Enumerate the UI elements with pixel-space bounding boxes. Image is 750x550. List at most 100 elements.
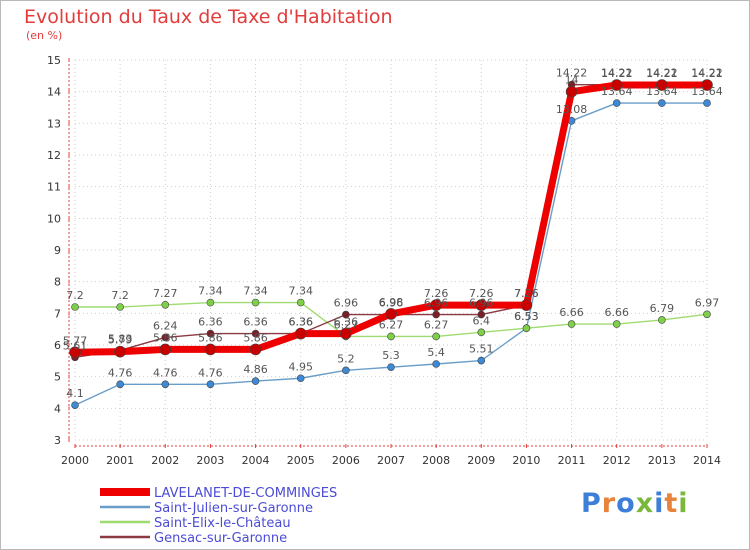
data-point-saint-elix-le-ch-teau (387, 332, 395, 341)
data-point-saint-elix-le-ch-teau (296, 298, 305, 307)
data-label-saint-elix-le-ch-teau: 6.53 (514, 310, 539, 323)
data-label-saint-elix-le-ch-teau: 7.2 (111, 289, 129, 302)
legend: LAVELANET-DE-COMMINGESSaint-Julien-sur-G… (100, 486, 337, 546)
data-label-saint-julien-sur-garonne: 5.3 (382, 349, 400, 362)
data-label-saint-julien-sur-garonne: 13.64 (601, 85, 633, 98)
data-label-lavelanet-de-comminges: 14.21 (691, 67, 723, 80)
data-label-saint-elix-le-ch-teau: 6.66 (559, 306, 584, 319)
proxiti-logo: Proxiti (581, 488, 689, 519)
data-point-lavelanet-de-comminges (565, 85, 578, 98)
series-layer (69, 79, 713, 409)
logo-letter: o (616, 488, 636, 519)
data-point-gensac-sur-garonne (477, 310, 486, 319)
data-label-lavelanet-de-comminges: 5.86 (243, 331, 268, 344)
x-tick-label: 2007 (377, 454, 405, 467)
x-tick-label: 2009 (467, 454, 495, 467)
data-point-saint-julien-sur-garonne (703, 99, 711, 107)
chart-subtitle: (en %) (26, 29, 63, 42)
grid-lines (74, 59, 708, 441)
data-point-saint-elix-le-ch-teau (522, 324, 531, 333)
data-label-gensac-sur-garonne: 6.36 (288, 316, 313, 329)
data-point-lavelanet-de-comminges (520, 299, 533, 311)
data-labels-layer: 4.1 4.76 4.76 4.76 4.86 4.95 5.2 5.3 5.4 5.51 6.53… (63, 67, 723, 400)
data-point-saint-elix-le-ch-teau (567, 320, 576, 328)
y-tick-label: 13 (47, 117, 61, 130)
data-label-lavelanet-de-comminges: 14 (565, 74, 579, 87)
data-point-lavelanet-de-comminges (385, 308, 397, 320)
data-point-saint-julien-sur-garonne (251, 377, 260, 385)
y-tick-label: 3 (54, 434, 61, 447)
data-label-gensac-sur-garonne: 5.61 (63, 339, 88, 352)
data-point-saint-julien-sur-garonne (342, 366, 350, 375)
y-tick-label: 4 (54, 402, 61, 415)
data-point-saint-julien-sur-garonne (387, 363, 395, 371)
x-tick-label: 2013 (648, 454, 676, 467)
x-tick-label: 2014 (693, 454, 721, 467)
x-tick-label: 2005 (287, 454, 315, 467)
logo-letter: i (654, 488, 665, 519)
data-point-saint-elix-le-ch-teau (71, 303, 79, 311)
logo-letter: P (581, 488, 602, 519)
data-label-lavelanet-de-comminges: 14.21 (646, 67, 678, 80)
data-point-saint-elix-le-ch-teau (612, 320, 621, 328)
data-label-gensac-sur-garonne: 14.22 (691, 67, 723, 80)
x-tick-label: 2012 (603, 454, 631, 467)
logo-letter: x (635, 488, 655, 519)
data-point-gensac-sur-garonne (342, 310, 350, 319)
data-label-saint-elix-le-ch-teau: 6.4 (473, 314, 491, 327)
y-tick-label: 12 (47, 149, 61, 162)
data-label-saint-elix-le-ch-teau: 6.97 (695, 296, 720, 309)
data-label-gensac-sur-garonne: 6.24 (153, 319, 178, 332)
data-point-gensac-sur-garonne (251, 329, 260, 338)
data-point-saint-julien-sur-garonne (612, 99, 621, 107)
y-tick-label: 7 (54, 307, 61, 320)
data-label-saint-julien-sur-garonne: 4.1 (66, 387, 84, 400)
legend-label-gensac-sur-garonne: Gensac-sur-Garonne (154, 531, 287, 546)
data-point-saint-elix-le-ch-teau (658, 316, 666, 324)
data-point-lavelanet-de-comminges (610, 79, 623, 91)
data-label-saint-julien-sur-garonne: 6.53 (514, 310, 539, 323)
axes: 3 4 5 6 7 8 9 10 11 12 13 14 15 2000 2001 2002 2003 2004 2… (47, 54, 721, 467)
y-tick-label: 11 (47, 181, 61, 194)
data-point-saint-elix-le-ch-teau (477, 328, 486, 337)
data-label-gensac-sur-garonne: 6.96 (469, 297, 494, 310)
x-tick-label: 2000 (61, 454, 89, 467)
data-label-saint-elix-le-ch-teau: 6.27 (379, 318, 404, 331)
data-point-lavelanet-de-comminges (430, 299, 442, 311)
data-label-gensac-sur-garonne: 6.96 (334, 297, 359, 310)
data-point-saint-elix-le-ch-teau (251, 298, 260, 307)
data-point-lavelanet-de-comminges (69, 346, 81, 359)
data-label-lavelanet-de-comminges: 6.36 (334, 316, 359, 329)
data-point-gensac-sur-garonne (432, 310, 440, 319)
data-label-saint-elix-le-ch-teau: 7.2 (66, 289, 84, 302)
data-point-lavelanet-de-comminges (114, 345, 126, 358)
data-label-saint-julien-sur-garonne: 4.76 (108, 366, 133, 379)
data-point-saint-elix-le-ch-teau (703, 310, 711, 319)
data-label-saint-julien-sur-garonne: 5.2 (337, 352, 355, 365)
data-point-saint-julien-sur-garonne (161, 380, 170, 389)
data-label-lavelanet-de-comminges: 5.86 (198, 331, 223, 344)
data-label-saint-julien-sur-garonne: 4.76 (198, 366, 223, 379)
x-tick-label: 2002 (151, 454, 179, 467)
data-label-saint-julien-sur-garonne: 5.4 (427, 346, 445, 359)
chart-title: Evolution du Taux de Taxe d'Habitation (24, 6, 393, 28)
data-label-saint-elix-le-ch-teau: 7.34 (288, 285, 313, 298)
data-point-saint-julien-sur-garonne (71, 401, 79, 409)
y-tick-label: 5 (54, 371, 61, 384)
data-point-saint-elix-le-ch-teau (161, 300, 170, 309)
data-point-lavelanet-de-comminges (701, 79, 713, 91)
logo-letter: r (601, 488, 617, 519)
logo-letter: t (664, 488, 679, 519)
x-tick-label: 2010 (512, 454, 540, 467)
x-tick-label: 2004 (242, 454, 270, 467)
data-point-lavelanet-de-comminges (340, 327, 352, 340)
data-point-saint-elix-le-ch-teau (116, 303, 124, 311)
data-point-lavelanet-de-comminges (294, 327, 307, 340)
data-point-saint-julien-sur-garonne (658, 99, 666, 107)
data-label-saint-elix-le-ch-teau: 6.79 (650, 302, 675, 315)
data-label-gensac-sur-garonne: 7.26 (514, 287, 539, 300)
logo-letter: i (678, 488, 689, 519)
data-point-saint-julien-sur-garonne (296, 374, 305, 383)
y-tick-label: 9 (54, 244, 61, 257)
